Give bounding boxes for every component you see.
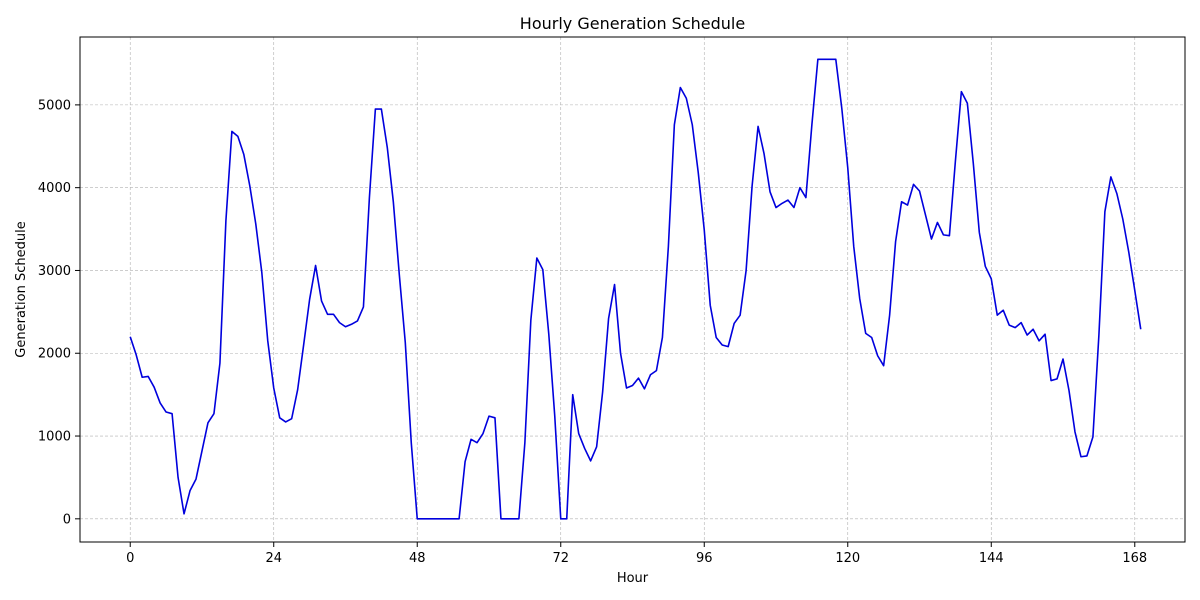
y-tick-label: 5000 <box>38 98 71 113</box>
y-tick-label: 4000 <box>38 181 71 196</box>
x-tick-label: 72 <box>552 551 569 566</box>
y-tick-label: 2000 <box>38 347 71 362</box>
y-tick-label: 3000 <box>38 264 71 279</box>
y-tick-label: 1000 <box>38 430 71 445</box>
y-axis-label: Generation Schedule <box>14 221 29 357</box>
x-tick-label: 0 <box>126 551 134 566</box>
x-tick-label: 48 <box>409 551 426 566</box>
x-tick-label: 168 <box>1122 551 1147 566</box>
plot-frame <box>79 36 1186 543</box>
x-tick-label: 144 <box>979 551 1004 566</box>
y-axis-ticks: 0 1000 2000 3000 4000 5000 <box>38 98 80 527</box>
x-tick-label: 120 <box>835 551 860 566</box>
y-tick-label: 0 <box>63 512 71 527</box>
grid-layer <box>80 37 1185 542</box>
x-tick-label: 96 <box>696 551 713 566</box>
series-line <box>129 58 1142 520</box>
plot-area <box>129 58 1142 520</box>
chart-title: Hourly Generation Schedule <box>520 14 745 33</box>
x-axis-label: Hour <box>617 571 649 586</box>
x-tick-label: 24 <box>265 551 282 566</box>
x-axis-ticks: 0 24 48 72 96 120 144 168 <box>126 542 1147 566</box>
